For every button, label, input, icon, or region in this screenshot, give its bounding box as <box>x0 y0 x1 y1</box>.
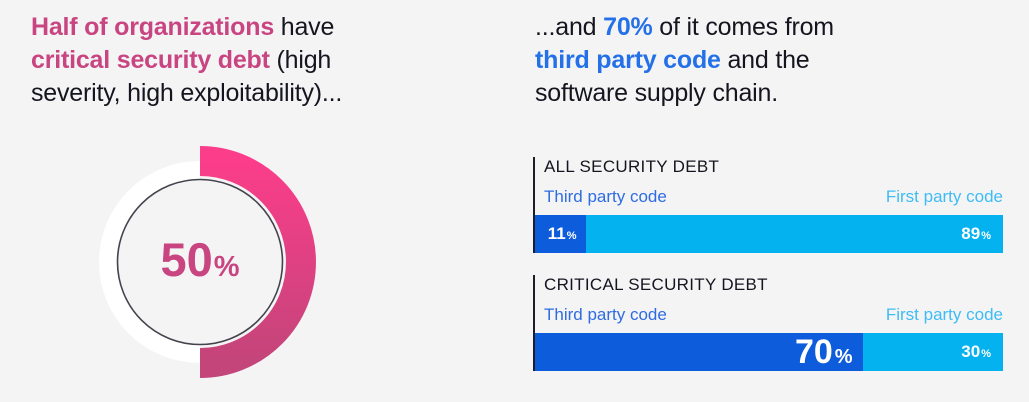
section-legend: Third party code First party code <box>544 305 1003 325</box>
legend-first-party-code: First party code <box>885 305 1003 324</box>
headline-plain-text: and the <box>720 46 810 74</box>
left-headline-line-2: critical security debt (high <box>31 44 342 77</box>
donut-filled-arc <box>199 146 316 378</box>
section-title: ALL SECURITY DEBT <box>544 157 720 176</box>
donut-percent-sign: % <box>213 251 240 283</box>
right-headline-line-3: software supply chain. <box>535 77 834 110</box>
right-headline-line-1: ...and 70% of it comes from <box>535 11 834 44</box>
bar-value: 11 <box>547 224 566 243</box>
bar-segment-first-party: 89% <box>586 215 1003 253</box>
bar-value-unit: % <box>981 348 991 360</box>
legend-first-party-code: First party code <box>885 187 1003 206</box>
legend-third-party-code: Third party code <box>544 305 667 324</box>
section-title: CRITICAL SECURITY DEBT <box>544 275 768 294</box>
bar-value-label: 30% <box>961 342 991 362</box>
headline-plain-text: ...and <box>535 13 604 41</box>
right-headline: ...and 70% of it comes from third party … <box>535 11 834 110</box>
bar-value: 30 <box>961 342 981 361</box>
bar-segment-third-party: 70% <box>535 333 863 371</box>
donut-chart-svg <box>99 146 316 378</box>
bar-value-label: 70% <box>795 333 853 372</box>
donut-remainder-arc <box>99 161 201 363</box>
section-all-security-debt: ALL SECURITY DEBT Third party code First… <box>533 157 1003 253</box>
bar-segment-third-party: 11% <box>535 215 587 253</box>
bar-value: 70 <box>794 332 833 371</box>
headline-accent-text: Half of organizations <box>31 13 275 41</box>
bar-value-label: 11% <box>548 224 577 244</box>
headline-plain-text: severity, high exploitability)... <box>31 79 343 107</box>
headline-plain-text: (high <box>269 46 332 74</box>
donut-center-label: 50 % <box>84 146 316 378</box>
legend-third-party-code: Third party code <box>544 187 667 206</box>
donut-value: 50 <box>160 233 213 286</box>
bar-value-unit: % <box>981 230 991 242</box>
donut-inner-circle <box>116 178 284 346</box>
left-headline-line-3: severity, high exploitability)... <box>31 77 342 110</box>
headline-accent-text: third party code <box>535 46 721 74</box>
bar-value: 89 <box>961 224 981 243</box>
bar-value-unit: % <box>834 345 853 368</box>
headline-plain-text: software supply chain. <box>535 79 778 107</box>
headline-accent-text: 70% <box>603 13 653 41</box>
section-critical-security-debt: CRITICAL SECURITY DEBT Third party code … <box>533 275 1003 371</box>
left-headline: Half of organizations have critical secu… <box>31 11 342 110</box>
section-legend: Third party code First party code <box>544 187 1003 207</box>
stacked-bar-all-security-debt: 11% 89% <box>535 215 1003 253</box>
stacked-bar-critical-security-debt: 70% 30% <box>535 333 1003 371</box>
right-headline-line-2: third party code and the <box>535 44 834 77</box>
bar-value-unit: % <box>566 230 577 242</box>
headline-plain-text: of it comes from <box>652 13 834 41</box>
donut-chart: 50 % <box>84 146 316 378</box>
headline-plain-text: have <box>274 13 335 41</box>
left-headline-line-1: Half of organizations have <box>31 11 342 44</box>
headline-accent-text: critical security debt <box>31 46 270 74</box>
bar-segment-first-party: 30% <box>862 333 1003 371</box>
bar-value-label: 89% <box>961 224 991 244</box>
